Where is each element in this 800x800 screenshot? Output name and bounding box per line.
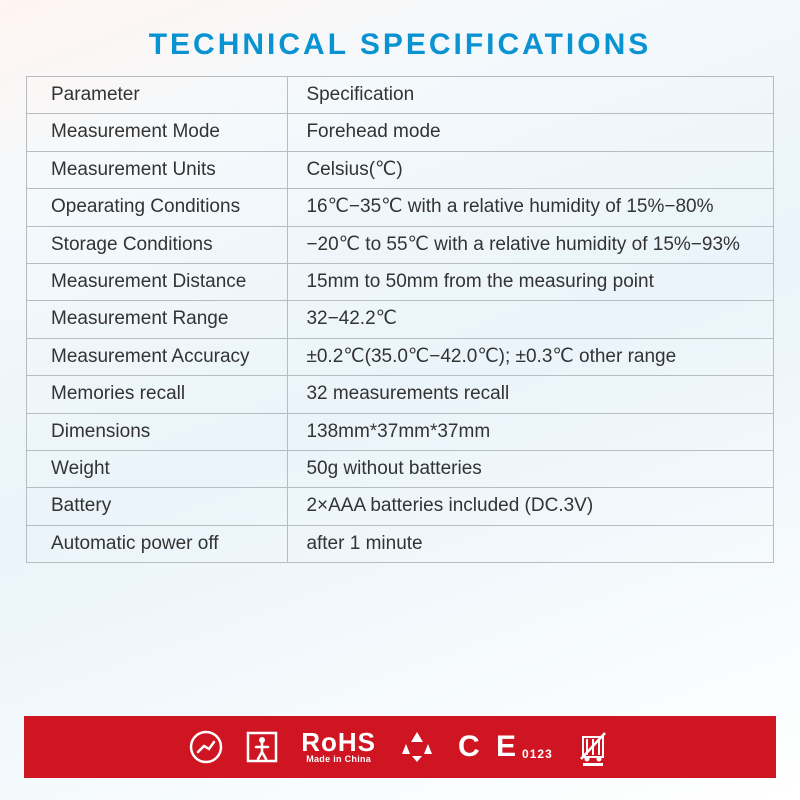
value-cell: 16℃−35℃ with a relative humidity of 15%−… — [288, 189, 774, 226]
table-row: ParameterSpecification — [27, 77, 774, 114]
table-row: Battery2×AAA batteries included (DC.3V) — [27, 488, 774, 525]
value-cell: Forehead mode — [288, 114, 774, 151]
spec-table: ParameterSpecification Measurement ModeF… — [26, 76, 774, 563]
table-row: Dimensions138mm*37mm*37mm — [27, 413, 774, 450]
rohs-mark: RoHS Made in China — [301, 731, 376, 762]
cert-footer: RoHS Made in China C E 0123 — [24, 716, 776, 778]
ce-number: 0123 — [522, 747, 553, 761]
param-cell: Opearating Conditions — [27, 189, 288, 226]
ce-mark: C E 0123 — [458, 730, 553, 764]
param-cell: Memories recall — [27, 376, 288, 413]
ce-text: C E — [458, 730, 520, 764]
value-cell: 15mm to 50mm from the measuring point — [288, 264, 774, 301]
param-cell: Dimensions — [27, 413, 288, 450]
table-row: Automatic power offafter 1 minute — [27, 525, 774, 562]
param-cell: Measurement Distance — [27, 264, 288, 301]
table-row: Measurement UnitsCelsius(℃) — [27, 151, 774, 188]
rohs-text: RoHS — [301, 731, 376, 754]
param-cell: Measurement Mode — [27, 114, 288, 151]
table-row: Opearating Conditions16℃−35℃ with a rela… — [27, 189, 774, 226]
param-cell: Measurement Range — [27, 301, 288, 338]
manual-icon — [189, 730, 223, 764]
body-float-icon — [245, 730, 279, 764]
recycle-icon — [398, 728, 436, 766]
rohs-sub: Made in China — [306, 755, 371, 763]
weee-icon — [575, 727, 611, 767]
table-row: Storage Conditions−20℃ to 55℃ with a rel… — [27, 226, 774, 263]
param-cell: Storage Conditions — [27, 226, 288, 263]
value-cell: 138mm*37mm*37mm — [288, 413, 774, 450]
param-cell: Weight — [27, 451, 288, 488]
param-cell: Measurement Units — [27, 151, 288, 188]
page-title: TECHNICAL SPECIFICATIONS — [26, 28, 774, 62]
value-cell: 32−42.2℃ — [288, 301, 774, 338]
value-cell: after 1 minute — [288, 525, 774, 562]
param-cell: Automatic power off — [27, 525, 288, 562]
table-row: Memories recall32 measurements recall — [27, 376, 774, 413]
value-cell: 50g without batteries — [288, 451, 774, 488]
value-cell: 32 measurements recall — [288, 376, 774, 413]
table-row: Measurement Distance15mm to 50mm from th… — [27, 264, 774, 301]
param-cell: Measurement Accuracy — [27, 338, 288, 375]
param-cell: Parameter — [27, 77, 288, 114]
value-cell: −20℃ to 55℃ with a relative humidity of … — [288, 226, 774, 263]
table-row: Measurement ModeForehead mode — [27, 114, 774, 151]
param-cell: Battery — [27, 488, 288, 525]
value-cell: 2×AAA batteries included (DC.3V) — [288, 488, 774, 525]
table-row: Weight50g without batteries — [27, 451, 774, 488]
table-row: Measurement Accuracy±0.2℃(35.0℃−42.0℃); … — [27, 338, 774, 375]
value-cell: Celsius(℃) — [288, 151, 774, 188]
value-cell: Specification — [288, 77, 774, 114]
table-row: Measurement Range32−42.2℃ — [27, 301, 774, 338]
value-cell: ±0.2℃(35.0℃−42.0℃); ±0.3℃ other range — [288, 338, 774, 375]
